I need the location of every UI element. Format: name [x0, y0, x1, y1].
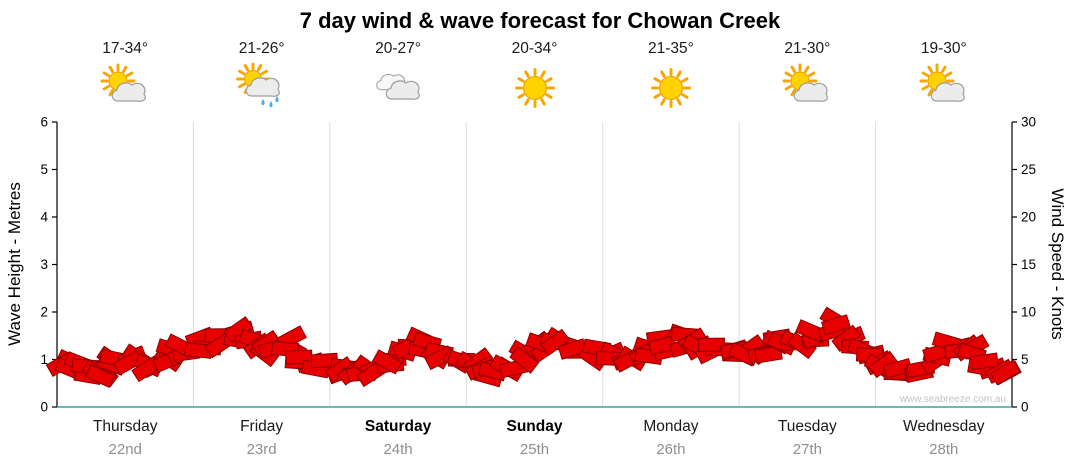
day-weather [467, 63, 603, 113]
right-axis-label: Wind Speed - Knots [1048, 188, 1067, 340]
day-name: Wednesday [902, 418, 985, 435]
day-weather [603, 63, 739, 113]
day-temp: 20-27° [375, 40, 421, 57]
day-header-wednesday: 19-30° [876, 40, 1012, 113]
left-tick-label: 1 [40, 352, 48, 367]
wind-mark [821, 314, 851, 336]
day-name: Saturday [364, 418, 432, 435]
watermark: www.seabreeze.com.au [899, 394, 1006, 405]
right-tick-label: 25 [1021, 162, 1036, 177]
wind-mark [84, 364, 116, 388]
right-tick-label: 5 [1021, 352, 1029, 367]
day-temp: 20-34° [511, 40, 558, 57]
left-tick-label: 4 [40, 210, 48, 225]
day-temp: 21-35° [648, 40, 694, 57]
right-tick-label: 30 [1021, 115, 1036, 130]
day-weather [330, 63, 466, 113]
day-date: 25th [519, 441, 550, 458]
wind-mark [509, 346, 540, 374]
day-weather [57, 63, 193, 113]
day-temp: 19-30° [920, 40, 967, 57]
day-header-monday: 21-35° [603, 40, 739, 113]
day-temp: 21-26° [238, 40, 285, 57]
left-tick-label: 5 [40, 162, 48, 177]
right-tick-label: 15 [1021, 257, 1036, 272]
day-header-friday: 21-26° [194, 40, 330, 113]
day-temp: 17-34° [102, 40, 149, 57]
sun-icon [650, 68, 691, 108]
day-footer-friday: Friday 23rd [194, 417, 330, 458]
day-footer-wednesday: Wednesday 28th [876, 417, 1012, 458]
day-header-thursday: 17-34° [57, 40, 193, 113]
sun-cloud-rain-icon [235, 63, 280, 108]
day-date: 26th [656, 441, 686, 458]
sun-cloud-icon [100, 63, 147, 102]
day-header-sunday: 20-34° [467, 40, 603, 113]
day-footer-tuesday: Tuesday 27th [739, 417, 875, 458]
sun-icon [514, 68, 555, 108]
day-name: Tuesday [777, 418, 837, 435]
left-tick-label: 6 [40, 115, 48, 130]
day-footer-sunday: Sunday 25th [467, 417, 603, 458]
wind-mark [753, 345, 783, 364]
day-footer-monday: Monday 26th [603, 417, 739, 458]
day-weather [876, 63, 1012, 113]
sun-cloud-icon [782, 63, 829, 102]
cloud-icon [376, 73, 420, 100]
day-name: Monday [643, 418, 699, 435]
left-tick-label: 2 [40, 305, 48, 320]
left-axis-label: Wave Height - Metres [5, 182, 24, 346]
right-tick-label: 0 [1021, 400, 1029, 415]
page-title: 7 day wind & wave forecast for Chowan Cr… [299, 8, 781, 33]
wind-mark [371, 349, 403, 375]
day-date: 28th [929, 441, 959, 458]
left-tick-label: 0 [40, 400, 48, 415]
wind-mark [697, 337, 726, 353]
day-date: 22nd [108, 441, 142, 458]
wind-mark [970, 352, 999, 371]
day-date: 23rd [246, 441, 277, 458]
day-weather [739, 63, 875, 113]
day-weather [194, 63, 330, 113]
day-temp: 21-30° [784, 40, 831, 57]
left-tick-label: 3 [40, 257, 48, 272]
day-name: Sunday [506, 418, 563, 435]
day-date: 24th [383, 441, 413, 458]
day-date: 27th [792, 441, 822, 458]
right-tick-label: 10 [1021, 305, 1036, 320]
right-tick-label: 20 [1021, 210, 1036, 225]
day-name: Thursday [92, 418, 158, 435]
day-footer-thursday: Thursday 22nd [57, 417, 193, 458]
wind-mark [990, 359, 1021, 386]
wind-mark [647, 335, 678, 356]
day-footer-saturday: Saturday 24th [330, 417, 466, 458]
day-header-saturday: 20-27° [330, 40, 466, 113]
day-header-tuesday: 21-30° [739, 40, 875, 113]
day-name: Friday [240, 418, 284, 435]
sun-cloud-icon [919, 63, 965, 102]
